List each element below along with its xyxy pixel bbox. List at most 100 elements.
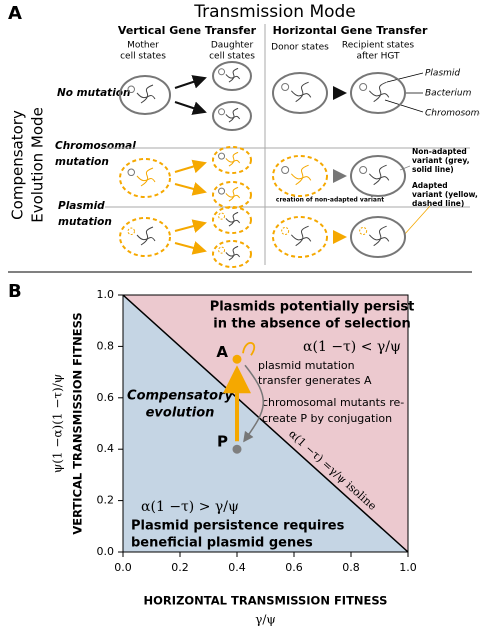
chromosome bbox=[290, 225, 312, 247]
annotation: plasmid mutation bbox=[258, 359, 355, 372]
annotation: Plasmid persistence requires bbox=[131, 519, 345, 534]
point-label: A bbox=[216, 343, 228, 361]
self-loop bbox=[242, 342, 256, 356]
x-tick-label: 0.4 bbox=[228, 561, 246, 574]
plasmid bbox=[359, 226, 368, 236]
bacterium bbox=[212, 146, 252, 174]
annotation: Compensatory bbox=[127, 389, 233, 404]
chromosome bbox=[368, 225, 390, 247]
point-label: P bbox=[217, 433, 228, 451]
plasmid bbox=[218, 108, 226, 116]
column-subtitle: cell states bbox=[120, 52, 166, 62]
plasmid bbox=[127, 85, 135, 94]
note: creation of non-adapted variant bbox=[276, 197, 384, 204]
annotation: in the absence of selection bbox=[213, 317, 411, 332]
x-tick-label: 0.2 bbox=[171, 561, 189, 574]
y-axis-title: VERTICAL TRANSMISSION FITNESS bbox=[71, 312, 85, 534]
bacterium bbox=[212, 61, 252, 91]
column-subtitle: after HGT bbox=[356, 52, 400, 62]
bacterium bbox=[272, 72, 328, 114]
annotation: transfer generates A bbox=[258, 374, 372, 387]
row-label: Plasmid bbox=[58, 200, 105, 212]
legend-note: solid line) bbox=[412, 165, 454, 174]
chromosome bbox=[290, 81, 312, 103]
plasmid bbox=[281, 165, 290, 175]
y-tick-label: 0.0 bbox=[97, 545, 115, 558]
row-axis-title: Evolution Mode bbox=[29, 107, 47, 223]
arrow bbox=[174, 182, 207, 196]
chromosome bbox=[225, 151, 241, 167]
row-label: No mutation bbox=[57, 87, 131, 99]
legend-note: dashed line) bbox=[412, 199, 464, 208]
chromosome bbox=[136, 226, 156, 246]
bacterium bbox=[350, 216, 406, 258]
plasmid bbox=[218, 152, 226, 160]
bacterium bbox=[272, 216, 328, 258]
arrow bbox=[174, 241, 207, 255]
pointer bbox=[384, 99, 424, 113]
legend-note: Non-adapted bbox=[412, 147, 467, 156]
plasmid bbox=[218, 187, 226, 195]
chromosome bbox=[368, 164, 390, 186]
plasmid bbox=[127, 227, 135, 236]
x-tick-label: 0.8 bbox=[342, 561, 360, 574]
bacterium bbox=[212, 181, 252, 209]
isoline bbox=[122, 294, 409, 553]
plasmid bbox=[359, 82, 368, 92]
panel-b: B 0.0 0.2 0.4 0.6 0.8 1.0 0.0 0.2 0.4 0.6 0.8 1.0 HO… bbox=[8, 281, 417, 627]
point bbox=[232, 444, 242, 454]
y-tick-label: 0.8 bbox=[97, 339, 115, 352]
bacterium bbox=[119, 75, 171, 115]
chromosome bbox=[225, 211, 241, 227]
chromosome bbox=[290, 164, 312, 186]
y-tick-label: 0.2 bbox=[97, 494, 115, 507]
plasmid bbox=[359, 165, 368, 175]
legend-note: variant (yellow, bbox=[412, 190, 478, 199]
plasmid bbox=[281, 82, 290, 92]
column-subtitle: cell states bbox=[209, 52, 255, 62]
arrow bbox=[174, 75, 207, 89]
legend-note: Adapted bbox=[412, 181, 448, 190]
annotation: Plasmids potentially persist bbox=[210, 300, 415, 315]
bacterium bbox=[212, 101, 252, 131]
panel-label: A bbox=[8, 3, 22, 24]
column-subtitle: Donor states bbox=[271, 43, 329, 53]
bacterium bbox=[350, 72, 406, 114]
chromosome bbox=[225, 107, 241, 123]
legend-part: Chromosome bbox=[425, 109, 480, 119]
arrow bbox=[174, 101, 207, 115]
column-subtitle: Mother bbox=[127, 41, 159, 51]
legend-part: Bacterium bbox=[425, 89, 472, 99]
annotation: evolution bbox=[146, 406, 215, 421]
arrow bbox=[174, 159, 207, 174]
column-title: Horizontal Gene Transfer bbox=[273, 24, 428, 37]
plasmid bbox=[218, 212, 226, 220]
annotation: α(1 −τ) > γ/ψ bbox=[141, 499, 239, 515]
y-axis-title: ψ(1 −α)(1 −τ)/ψ bbox=[51, 374, 65, 473]
conjugation-arrow bbox=[243, 364, 264, 443]
column-subtitle: Recipient states bbox=[342, 41, 414, 51]
plasmid bbox=[127, 168, 135, 177]
x-tick-label: 0.0 bbox=[114, 561, 132, 574]
chromosome bbox=[368, 81, 390, 103]
annotation: α(1 −τ) < γ/ψ bbox=[303, 339, 401, 355]
x-axis-title: HORIZONTAL TRANSMISSION FITNESS bbox=[144, 594, 388, 608]
bacterium bbox=[350, 155, 406, 197]
chromosome bbox=[136, 84, 156, 104]
chromosome bbox=[136, 167, 156, 187]
plasmid bbox=[218, 68, 226, 76]
chromosome bbox=[225, 186, 241, 202]
column-subtitle: Daughter bbox=[211, 41, 254, 51]
chromosome bbox=[225, 245, 241, 261]
y-tick-label: 1.0 bbox=[97, 288, 115, 301]
bacterium bbox=[212, 206, 252, 234]
y-tick-label: 0.4 bbox=[97, 442, 115, 455]
chromosome bbox=[225, 67, 241, 83]
bacterium bbox=[119, 217, 171, 257]
arrow bbox=[174, 219, 207, 233]
row-label: Chromosomal bbox=[55, 140, 136, 152]
x-axis-title: γ/ψ bbox=[255, 613, 276, 627]
row-axis-title: Compensatory bbox=[9, 110, 27, 220]
plasmid bbox=[218, 246, 226, 254]
